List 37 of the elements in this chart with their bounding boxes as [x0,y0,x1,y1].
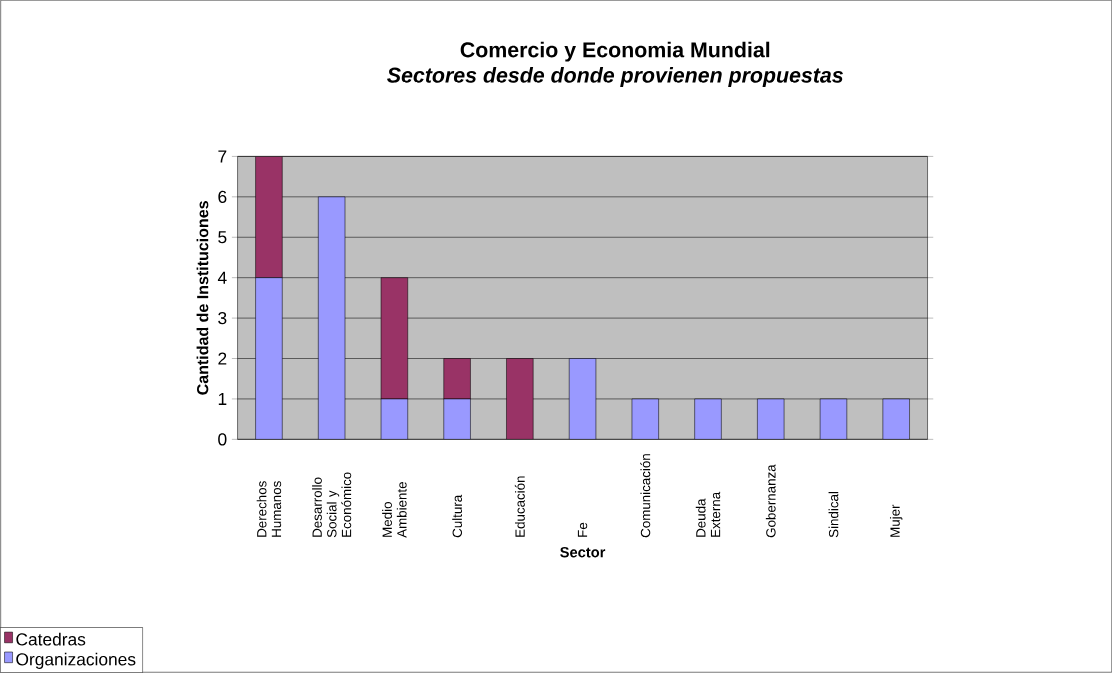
bar [443,358,471,400]
x-tick-label: Mujer [889,504,903,537]
x-tick-label: Fe [577,522,588,537]
x-axis-title: Sector [560,547,606,558]
bar [380,398,408,440]
y-tick-label: 1 [218,393,227,405]
x-tick-label: Educación [514,476,525,537]
legend-label: Organizaciones [16,652,136,669]
y-tick-label: 3 [218,311,227,325]
x-tick-label: Medio Ambiente [382,482,407,538]
bar [443,398,471,440]
x-tick-label: Gobernanza [765,464,776,538]
x-tick-label: Derechos Humanos [256,481,282,537]
y-axis-title: Cantidad de Instituciones [196,201,209,395]
legend-label: Catedras [16,632,86,646]
x-tick-label: Comunicación [640,454,651,538]
y-tick-label: 6 [218,190,227,204]
y-tick-label: 7 [218,150,227,163]
bar [318,196,346,440]
x-tick-label: Sindical [828,492,839,538]
bar [568,358,597,440]
bar [380,277,408,400]
x-tick-label: Deuda Externa [695,491,721,537]
y-tick-label: 5 [218,231,227,244]
bar [255,277,283,440]
x-tick-label: Cultura [452,494,462,538]
x-tick-label: Desarrollo Social y Económico [312,472,352,538]
chart-subtitle: Sectores desde donde provienen propuestas [387,67,843,88]
bar [882,398,910,440]
chart-title: Comercio y Economia Mundial [460,41,770,62]
y-tick-label: 0 [218,433,227,446]
bar [757,398,785,440]
y-tick-label: 2 [218,352,227,365]
bar [819,398,848,440]
y-tick-label: 4 [217,271,227,284]
bar [631,398,659,440]
bar [694,398,722,440]
